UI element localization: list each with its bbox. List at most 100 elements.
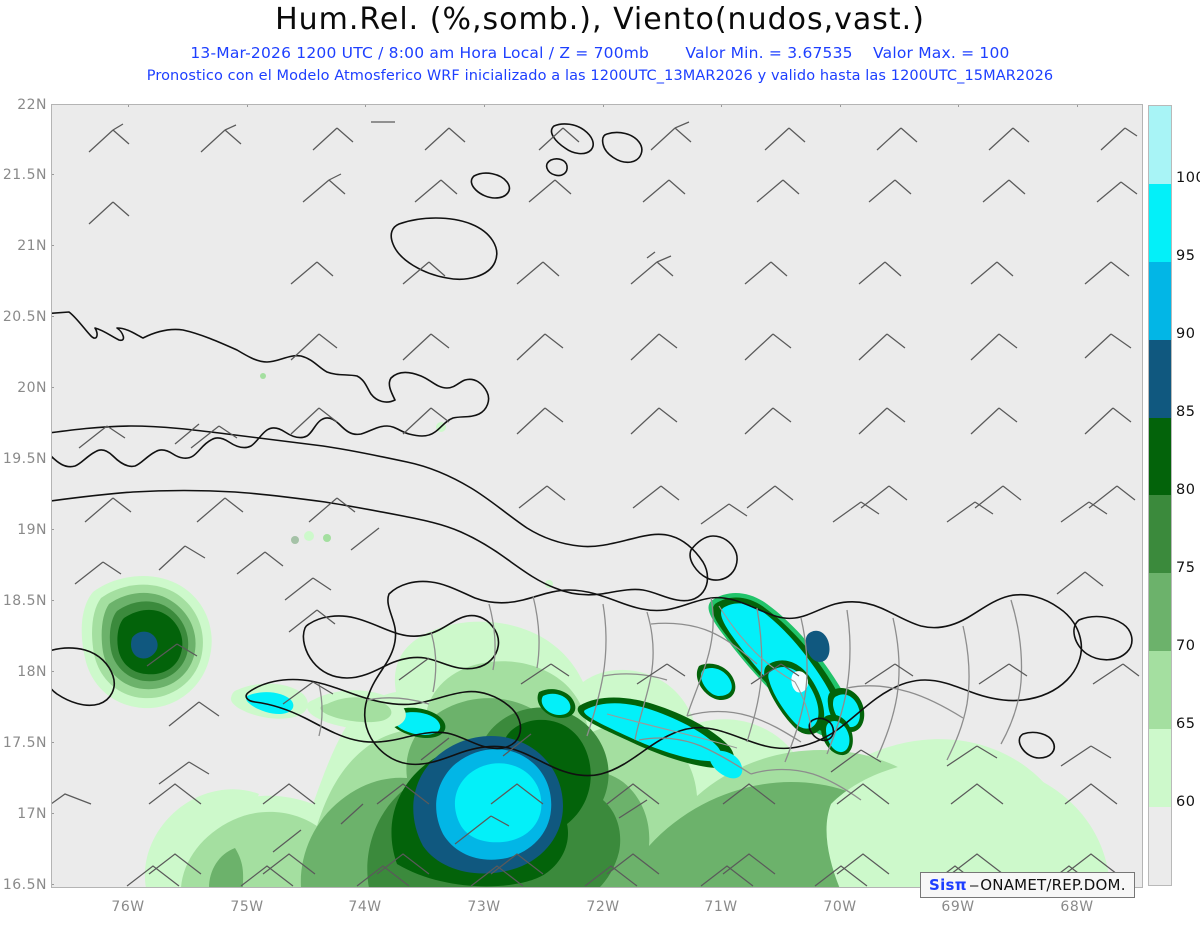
wind-barbs bbox=[51, 121, 1140, 887]
gridline-lat-21_5 bbox=[51, 174, 1143, 175]
organization-label: ONAMET/REP.DOM. bbox=[980, 876, 1126, 894]
contour-70-westsmall bbox=[209, 848, 244, 888]
colorbar-band-75-80 bbox=[1149, 495, 1171, 574]
feature-halos-haiti bbox=[230, 683, 406, 730]
subtitle-run-info: 13-Mar-2026 1200 UTC / 8:00 am Hora Loca… bbox=[190, 44, 650, 62]
band-neiba-cyan bbox=[584, 703, 722, 762]
colorbar-tick-80: 80 bbox=[1176, 482, 1196, 498]
speck-2 bbox=[260, 373, 266, 379]
gridline-lat-16_5 bbox=[51, 884, 1143, 885]
xtick-68W: 68W bbox=[1060, 899, 1094, 915]
coastline-cuba-south bbox=[51, 425, 709, 602]
coastline-samana bbox=[1073, 615, 1133, 661]
sispi-logo-text: Sisπ bbox=[929, 876, 967, 894]
feature-nucleo-este bbox=[826, 759, 1110, 888]
ytick-17N: 17N bbox=[17, 806, 47, 822]
ytick-19N: 19N bbox=[17, 522, 47, 538]
gridline-lat-20 bbox=[51, 387, 1143, 388]
attribution-badge: Sisπ – ONAMET/REP.DOM. bbox=[920, 872, 1135, 898]
gridline-lon-68 bbox=[1077, 104, 1078, 888]
colorbar-band-85-90 bbox=[1149, 339, 1171, 418]
colorbar-tick-100: 100 bbox=[1176, 170, 1200, 186]
ytick-17_5N: 17.5N bbox=[2, 735, 47, 751]
gridline-lon-70 bbox=[840, 104, 841, 888]
contour-95 bbox=[454, 763, 542, 843]
colorbar-band-90-95 bbox=[1149, 261, 1171, 340]
xtick-76W: 76W bbox=[111, 899, 145, 915]
gridline-lat-17 bbox=[51, 813, 1143, 814]
contour-60-e bbox=[826, 759, 1110, 888]
ytick-20_5N: 20.5N bbox=[2, 309, 47, 325]
coastline-layer bbox=[51, 123, 1133, 801]
value-max-label: Valor Max. = 100 bbox=[873, 44, 1010, 62]
coastline-isla-saona bbox=[1018, 731, 1055, 759]
gridline-lat-17_5 bbox=[51, 742, 1143, 743]
colorbar-tick-75: 75 bbox=[1176, 560, 1196, 576]
gridline-lon-71 bbox=[721, 104, 722, 888]
band-cc-blue-spot bbox=[805, 630, 830, 662]
admin-borders-haiti bbox=[318, 595, 540, 737]
colorbar-band-60-65 bbox=[1149, 729, 1171, 808]
band-cc-white-core bbox=[791, 671, 808, 693]
wind-barb-layer bbox=[51, 121, 1140, 887]
coastline-haiti-north bbox=[302, 614, 500, 679]
ytick-16_5N: 16.5N bbox=[2, 877, 47, 893]
coastline-cuba-se bbox=[689, 535, 738, 581]
colorbar-tick-60: 60 bbox=[1176, 794, 1196, 810]
feature-nucleo-suroeste bbox=[81, 575, 212, 709]
colorbar-tick-70: 70 bbox=[1176, 638, 1196, 654]
chart-header: Hum.Rel. (%,somb.), Viento(nudos,vast.) … bbox=[0, 0, 1200, 95]
patch-ne-cyan bbox=[700, 668, 732, 696]
gridline-lon-76 bbox=[128, 104, 129, 888]
colorbar-band-70-75 bbox=[1149, 573, 1171, 652]
colorbar-tick-90: 90 bbox=[1176, 326, 1196, 342]
ytick-18_5N: 18.5N bbox=[2, 593, 47, 609]
xtick-74W: 74W bbox=[348, 899, 382, 915]
map-plot-area[interactable] bbox=[51, 104, 1143, 888]
ytick-21_5N: 21.5N bbox=[2, 167, 47, 183]
gridline-lat-21 bbox=[51, 245, 1143, 246]
gridline-lat-18 bbox=[51, 671, 1143, 672]
colorbar-band-below-60 bbox=[1149, 807, 1171, 885]
gridline-lat-19_5 bbox=[51, 458, 1143, 459]
halo-nw-haiti2 bbox=[320, 697, 392, 723]
gridline-lon-69 bbox=[958, 104, 959, 888]
blob-small-72w-cyan bbox=[541, 693, 571, 715]
model-description: Pronostico con el Modelo Atmosferico WRF… bbox=[146, 68, 1054, 84]
xtick-69W: 69W bbox=[941, 899, 975, 915]
coastline-isla-juventud bbox=[390, 217, 498, 280]
ytick-18N: 18N bbox=[17, 664, 47, 680]
coastline-haiti-tiburon bbox=[245, 678, 522, 750]
admin-borders-dominican-republic bbox=[586, 597, 1023, 801]
coastline-hispaniola bbox=[363, 580, 1083, 777]
ytick-22N: 22N bbox=[17, 97, 47, 113]
xtick-72W: 72W bbox=[586, 899, 620, 915]
colorbar-band-95-100 bbox=[1149, 183, 1171, 262]
speck-3 bbox=[323, 534, 331, 542]
xtick-71W: 71W bbox=[704, 899, 738, 915]
colorbar-tick-65: 65 bbox=[1176, 716, 1196, 732]
xtick-75W: 75W bbox=[230, 899, 264, 915]
gridline-lat-19 bbox=[51, 529, 1143, 530]
gridline-lon-74 bbox=[365, 104, 366, 888]
speck-6 bbox=[291, 536, 299, 544]
coastline-bahamas-4 bbox=[545, 158, 568, 177]
colorbar-tick-95: 95 bbox=[1176, 248, 1196, 264]
xtick-73W: 73W bbox=[467, 899, 501, 915]
band-neiba-tail bbox=[709, 750, 743, 779]
ytick-19_5N: 19.5N bbox=[2, 451, 47, 467]
xtick-70W: 70W bbox=[823, 899, 857, 915]
coastline-cuba bbox=[51, 311, 490, 468]
gridline-lon-75 bbox=[247, 104, 248, 888]
coastline-jamaica bbox=[51, 647, 115, 707]
gridline-lat-20_5 bbox=[51, 316, 1143, 317]
colorbar[interactable] bbox=[1148, 105, 1172, 886]
patch-s-cyan bbox=[826, 720, 850, 753]
coastline-bahamas-3 bbox=[470, 172, 511, 199]
subtitle-row: 13-Mar-2026 1200 UTC / 8:00 am Hora Loca… bbox=[0, 44, 1200, 62]
logo-separator: – bbox=[969, 876, 979, 894]
page-title: Hum.Rel. (%,somb.), Viento(nudos,vast.) bbox=[275, 2, 925, 37]
gridline-lat-18_5 bbox=[51, 600, 1143, 601]
ytick-20N: 20N bbox=[17, 380, 47, 396]
gridline-lon-72 bbox=[603, 104, 604, 888]
